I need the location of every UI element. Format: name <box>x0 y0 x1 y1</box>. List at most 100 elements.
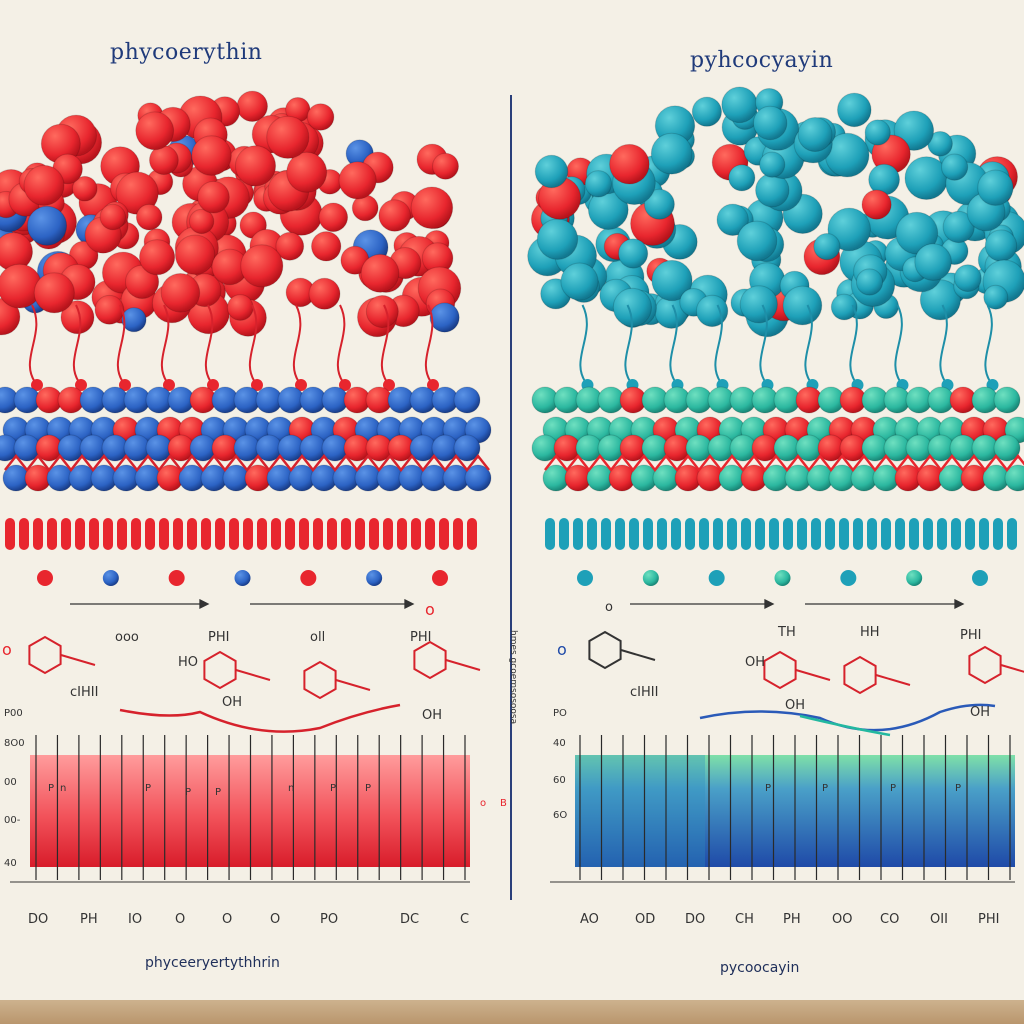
protein-bead <box>753 105 788 141</box>
protein-bead <box>942 210 975 244</box>
protein-bead <box>135 203 163 231</box>
protein-bead <box>977 169 1014 206</box>
protein-bead <box>584 170 613 198</box>
protein-bead <box>338 161 377 200</box>
protein-bead <box>536 218 579 260</box>
chromophore-chain <box>544 453 1024 473</box>
linker-bead <box>75 379 87 391</box>
membrane-lipid <box>741 518 751 550</box>
membrane-lipid <box>89 518 99 550</box>
protein-bead <box>618 238 649 269</box>
membrane-lipid <box>643 518 653 550</box>
left-chart-side: B <box>500 798 507 809</box>
membrane-bead <box>993 434 1021 462</box>
membrane-lipid <box>1007 518 1017 550</box>
left-mol-sub-3: OH <box>222 695 243 710</box>
protein-bead <box>830 293 858 321</box>
membrane-lipid <box>755 518 765 550</box>
protein-bead <box>984 229 1018 262</box>
protein-bead <box>864 119 891 146</box>
molecule-ring <box>843 655 877 695</box>
membrane-lipid <box>467 518 477 550</box>
left-x-tick: IO <box>128 912 143 927</box>
left-x-tick: DO <box>28 912 49 927</box>
molecule-bond <box>235 669 271 681</box>
membrane-lipid <box>713 518 723 550</box>
protein-bead <box>160 273 201 313</box>
membrane-lipid <box>103 518 113 550</box>
protein-bead <box>135 111 175 151</box>
linker-bead <box>383 379 395 391</box>
membrane-lipid <box>797 518 807 550</box>
membrane-lipid <box>201 518 211 550</box>
protein-bead <box>782 285 823 326</box>
membrane-lipid <box>397 518 407 550</box>
molecule-bond <box>445 659 481 671</box>
right-x-tick: PH <box>783 912 801 927</box>
linker-strand <box>116 304 126 386</box>
membrane-lipid <box>131 518 141 550</box>
linker-bead <box>295 379 307 391</box>
membrane-bead <box>453 434 481 462</box>
protein-bead <box>72 175 98 202</box>
membrane-lipid <box>145 518 155 550</box>
linker-bead <box>427 379 439 391</box>
membrane-lipid <box>545 518 555 550</box>
molecule-bond <box>335 679 371 691</box>
left-chart-label: n <box>288 783 295 794</box>
molecule-ring <box>968 645 1002 685</box>
protein-bead <box>26 205 68 246</box>
linker-strand <box>160 304 170 386</box>
linker-strand <box>849 304 859 386</box>
right-x-tick: OII <box>930 912 948 927</box>
molecule-ring <box>303 660 337 700</box>
free-bead <box>972 570 988 586</box>
right-mol-sub-4: OH <box>970 705 991 720</box>
membrane-lipid <box>285 518 295 550</box>
left-title: phycoerythin <box>110 40 263 65</box>
linker-strand <box>380 304 390 386</box>
protein-bead <box>560 262 599 301</box>
left-y-tick: 40 <box>4 858 17 869</box>
membrane-lipid <box>629 518 639 550</box>
molecule-ring <box>28 635 62 675</box>
free-bead <box>366 570 383 586</box>
molecule-ring <box>763 650 797 690</box>
linker-strand <box>336 304 346 386</box>
membrane-lipid <box>47 518 57 550</box>
membrane-lipid <box>587 518 597 550</box>
protein-bead <box>953 264 982 293</box>
molecule-bond <box>620 649 656 661</box>
left-x-tick: PO <box>320 912 339 927</box>
linker-strand <box>939 304 949 386</box>
protein-bead <box>429 302 460 333</box>
right-mol-sub-1: cIHII <box>630 685 659 700</box>
right-mol-sub-3: OH <box>785 698 806 713</box>
left-y-tick: 8O0 <box>4 738 25 749</box>
free-bead <box>840 570 857 586</box>
left-caption: phyceeryertythhrin <box>145 955 280 971</box>
membrane-lipid <box>993 518 1003 550</box>
membrane-lipid <box>5 518 15 550</box>
protein-bead <box>695 294 729 328</box>
left-arrows <box>70 598 415 610</box>
protein-bead <box>983 284 1009 310</box>
right-x-tick: DO <box>685 912 706 927</box>
right-x-tick: AO <box>580 912 599 927</box>
protein-bead <box>188 208 215 235</box>
chromophore-chain <box>4 453 490 473</box>
membrane-lipid <box>657 518 667 550</box>
left-molecule-row <box>28 635 481 700</box>
protein-bead <box>797 117 833 152</box>
left-x-tick: DC <box>400 912 420 927</box>
protein-bead <box>410 186 454 230</box>
free-bead <box>102 570 119 586</box>
membrane-lipid <box>951 518 961 550</box>
molecule-bond <box>875 674 911 686</box>
membrane-lipid <box>187 518 197 550</box>
right-spectrum-chart <box>550 703 1015 883</box>
protein-bead <box>650 132 693 175</box>
protein-bead <box>837 92 872 128</box>
panel-divider <box>510 95 512 900</box>
membrane-lipid <box>75 518 85 550</box>
